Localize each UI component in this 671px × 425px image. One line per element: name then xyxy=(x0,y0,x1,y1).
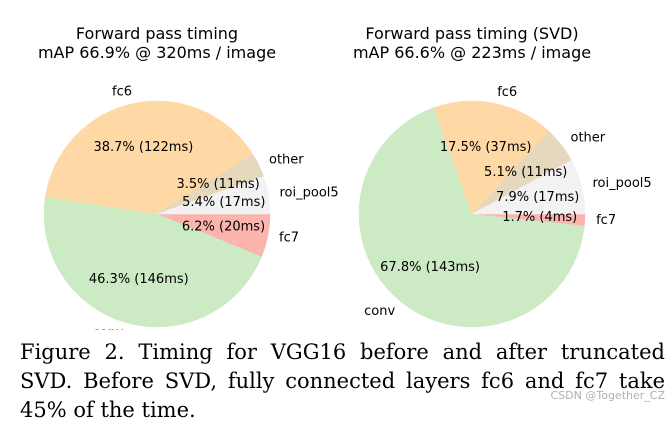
chart-subtitle: mAP 66.9% @ 320ms / image xyxy=(38,43,276,62)
pie-slice-fc6 xyxy=(433,100,550,215)
slice-name-label: roi_pool5 xyxy=(280,186,339,201)
pie-slice-roi_pool5 xyxy=(471,159,586,215)
figure-caption: Figure 2. Timing for VGG16 before and af… xyxy=(20,340,665,422)
chart-title: Forward pass timing xyxy=(76,24,238,43)
slice-name-label: fc7 xyxy=(279,231,299,246)
slice-name-label: conv xyxy=(93,326,124,330)
pie-chart-after-svd: Forward pass timing (SVD) mAP 66.6% @ 22… xyxy=(353,24,652,328)
slice-value-label: 6.2% (20ms) xyxy=(182,220,265,235)
pie-slice-conv xyxy=(43,196,262,328)
chart-title: Forward pass timing (SVD) xyxy=(365,24,578,43)
chart-subtitle: mAP 66.6% @ 223ms / image xyxy=(353,43,591,62)
slice-name-label: other xyxy=(571,131,606,146)
pie-chart-before-svd: Forward pass timing mAP 66.9% @ 320ms / … xyxy=(38,24,339,330)
pie-slice-fc6 xyxy=(45,100,254,215)
slice-name-label: fc6 xyxy=(112,85,132,100)
pie-slice-conv xyxy=(358,107,585,328)
slice-value-label: 17.5% (37ms) xyxy=(440,140,532,155)
slice-value-label: 5.1% (11ms) xyxy=(484,165,567,180)
slice-value-label: 5.4% (17ms) xyxy=(182,195,265,210)
slice-name-label: conv xyxy=(364,304,395,319)
slice-name-label: fc7 xyxy=(596,213,616,228)
slice-value-label: 1.7% (4ms) xyxy=(502,210,577,225)
slice-value-label: 38.7% (122ms) xyxy=(93,140,193,155)
slice-name-label: other xyxy=(269,153,304,168)
pie-charts-figure: Forward pass timing mAP 66.9% @ 320ms / … xyxy=(38,24,652,330)
slice-name-label: fc6 xyxy=(497,85,517,100)
slice-value-label: 3.5% (11ms) xyxy=(176,177,259,192)
slice-value-label: 46.3% (146ms) xyxy=(89,272,189,287)
slice-value-label: 67.8% (143ms) xyxy=(380,260,480,275)
watermark: CSDN @Together_CZ xyxy=(550,389,665,402)
slice-value-label: 7.9% (17ms) xyxy=(496,190,579,205)
pie-slice-roi_pool5 xyxy=(156,176,271,215)
slice-name-label: roi_pool5 xyxy=(593,176,652,191)
